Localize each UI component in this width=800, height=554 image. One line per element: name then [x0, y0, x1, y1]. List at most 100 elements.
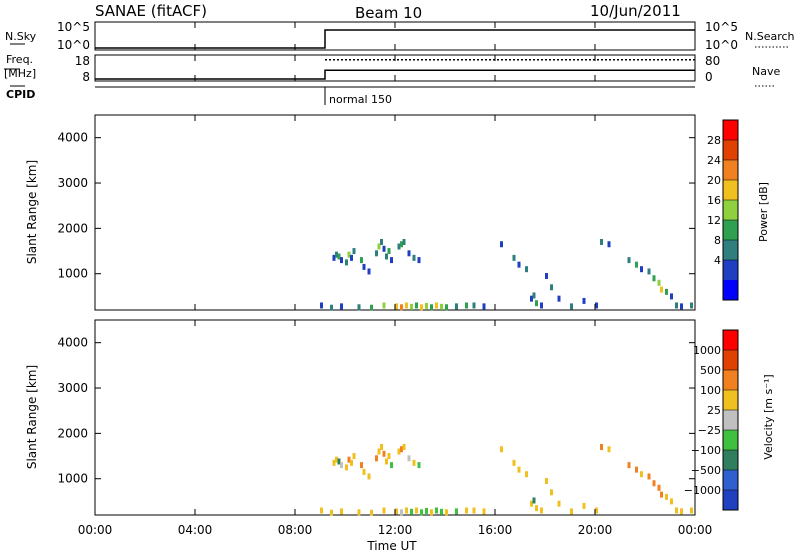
colorbar-frame: [722, 329, 739, 511]
freq-tick-bottom: 8: [82, 70, 90, 84]
data-cell: [347, 251, 351, 258]
colorbar-block: [723, 120, 738, 140]
data-cell: [385, 253, 388, 260]
colorbar-tick-label: −1000: [684, 484, 721, 497]
data-cell: [382, 450, 386, 457]
freq-tick-top: 18: [75, 54, 90, 68]
data-cell: [385, 458, 388, 465]
data-cell: [595, 302, 598, 309]
power-ylabel: Slant Range [km]: [25, 160, 39, 264]
data-cell: [627, 257, 631, 264]
data-cell: [405, 302, 408, 309]
data-cell: [647, 473, 651, 480]
data-cell: [500, 446, 503, 453]
data-cell: [627, 462, 631, 469]
date-label: 10/Jun/2011: [590, 2, 681, 20]
data-cell: [332, 254, 336, 261]
power-colorbar-ticks: 28 24 20 16 12 8 4: [707, 134, 738, 267]
data-cell: [395, 508, 398, 515]
data-cell: [360, 462, 363, 469]
data-cell: [512, 254, 516, 261]
data-cell: [407, 250, 411, 257]
data-cell: [652, 275, 656, 282]
y-tick-label: 3000: [57, 176, 88, 190]
data-cell: [357, 509, 361, 516]
data-cell: [657, 484, 661, 491]
y-tick-label: 2000: [57, 221, 88, 235]
data-cell: [400, 241, 403, 248]
freq-label: Freq.: [6, 53, 33, 66]
power-colorbar-title: Power [dB]: [757, 182, 770, 242]
colorbar-block: [723, 430, 738, 450]
data-cell: [320, 302, 323, 309]
data-cell: [535, 505, 538, 512]
data-cell: [397, 448, 401, 455]
nsky-label: N.Sky: [5, 30, 37, 43]
x-tick-label: 20:00: [578, 523, 613, 537]
data-cell: [330, 304, 333, 311]
data-cell: [472, 302, 476, 309]
colorbar-block: [723, 160, 738, 180]
data-cell: [540, 507, 543, 514]
data-cell: [380, 238, 383, 245]
velocity-ylabel: Slant Range [km]: [25, 365, 39, 469]
power-yticks: 4000 3000 2000 1000: [57, 131, 695, 281]
velocity-colorbar-blocks: [722, 329, 739, 511]
colorbar-tick-label: 28: [707, 134, 721, 147]
colorbar-block: [723, 370, 738, 390]
data-cell: [390, 257, 393, 264]
data-cell: [570, 303, 573, 310]
data-cell: [345, 259, 348, 266]
data-cell: [407, 455, 411, 462]
data-cell: [362, 468, 366, 475]
nsky-panel: N.Sky 10^5 10^0 10^5 10^0 N.Search: [5, 20, 795, 52]
freq-series-line: [95, 69, 695, 80]
data-cell: [435, 507, 438, 514]
data-cell: [517, 261, 521, 268]
data-cell: [402, 443, 406, 450]
data-cell: [635, 466, 638, 473]
data-cell: [582, 297, 586, 304]
colorbar-block: [723, 180, 738, 200]
data-cell: [640, 471, 643, 478]
data-cell: [347, 456, 351, 463]
data-cell: [430, 509, 433, 516]
data-cell: [657, 279, 661, 286]
data-cell: [340, 303, 343, 310]
velocity-cells: [320, 443, 693, 516]
x-tick-label: 00:00: [78, 523, 113, 537]
colorbar-tick-label: −100: [691, 444, 721, 457]
data-cell: [530, 295, 533, 302]
data-cell: [660, 286, 663, 293]
power-cells: [320, 238, 693, 311]
data-cell: [417, 462, 421, 469]
x-tick-label: 12:00: [378, 523, 413, 537]
data-cell: [607, 446, 611, 453]
x-axis-label: Time UT: [366, 539, 417, 553]
cpid-label: CPID: [6, 88, 35, 101]
colorbar-block: [723, 260, 738, 280]
power-colorbar-blocks: [722, 119, 739, 301]
colorbar-block: [723, 280, 738, 300]
data-cell: [557, 500, 561, 507]
colorbar-block: [723, 240, 738, 260]
data-cell: [377, 243, 381, 250]
colorbar-block: [723, 470, 738, 490]
data-cell: [640, 266, 643, 273]
data-cell: [525, 471, 528, 478]
data-cell: [335, 251, 338, 258]
colorbar-block: [723, 140, 738, 160]
colorbar-block: [723, 450, 738, 470]
data-cell: [320, 507, 323, 514]
data-cell: [690, 302, 693, 309]
data-cell: [635, 261, 638, 268]
data-cell: [455, 303, 458, 310]
y-tick-label: 1000: [57, 267, 88, 281]
y-tick-label: 2000: [57, 426, 88, 440]
data-cell: [465, 302, 468, 309]
data-cell: [415, 507, 418, 514]
colorbar-tick-label: −25: [698, 424, 721, 437]
data-cell: [550, 284, 553, 291]
data-cell: [440, 303, 443, 310]
